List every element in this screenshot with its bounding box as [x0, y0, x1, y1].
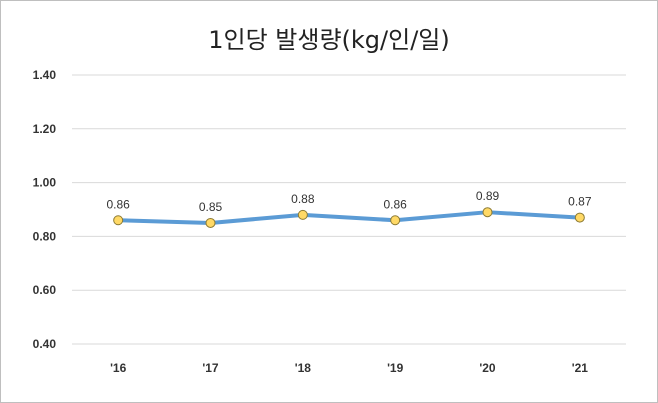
x-tick-label: '21 [572, 361, 589, 375]
x-tick-label: '16 [110, 361, 127, 375]
data-label: 0.89 [476, 189, 500, 203]
data-point [297, 209, 308, 220]
x-tick-label: '20 [479, 361, 496, 375]
x-tick-label: '18 [295, 361, 312, 375]
x-tick-label: '19 [387, 361, 404, 375]
data-point [390, 215, 401, 226]
data-label: 0.86 [383, 197, 407, 211]
y-tick-label: 0.60 [33, 283, 57, 297]
data-label: 0.86 [106, 197, 130, 211]
y-tick-label: 1.20 [33, 122, 57, 136]
chart-title: 1인당 발생량(kg/인/일) [208, 26, 450, 54]
series-layer [113, 207, 585, 228]
x-axis-ticks: '16 '17 '18 '19 '20 '21 [110, 361, 588, 375]
data-label: 0.88 [291, 192, 315, 206]
y-tick-label: 1.00 [33, 176, 57, 190]
y-tick-label: 1.40 [33, 68, 57, 82]
data-label: 0.85 [199, 200, 223, 214]
y-tick-label: 0.40 [33, 337, 57, 351]
y-tick-label: 0.80 [33, 229, 57, 243]
data-label: 0.87 [568, 195, 592, 209]
data-labels: 0.86 0.85 0.88 0.86 0.89 0.87 [106, 189, 591, 214]
series-line [116, 210, 582, 225]
data-point [482, 207, 493, 218]
y-axis-ticks: 1.40 1.20 1.00 0.80 0.60 0.40 [33, 68, 57, 351]
data-point [574, 212, 585, 223]
x-tick-label: '17 [202, 361, 219, 375]
gridlines [72, 74, 626, 345]
data-point [205, 217, 216, 228]
data-point [113, 215, 124, 226]
